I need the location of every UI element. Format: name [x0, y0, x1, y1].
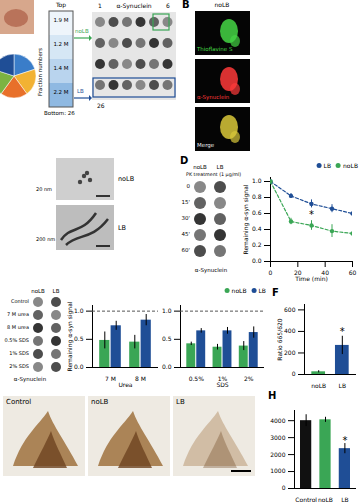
html-text:2% SDS: 2% SDS: [9, 363, 29, 369]
html-text:1.9 M: 1.9 M: [53, 17, 69, 23]
html-text:Control: Control: [10, 298, 29, 304]
html-text:1: 1: [98, 2, 102, 9]
svg-text:0.0: 0.0: [162, 363, 172, 370]
html-text:noLB: noLB: [231, 287, 247, 294]
html-text:noLB: noLB: [214, 1, 230, 8]
svg-text:4000: 4000: [270, 417, 285, 424]
svg-text:60: 60: [349, 269, 357, 276]
html-text:20 nm: 20 nm: [36, 186, 52, 192]
html-text:LB: LB: [118, 223, 127, 232]
svg-text:Urea: Urea: [118, 381, 132, 388]
html-text:LB: LB: [258, 287, 266, 294]
html-text:H: H: [268, 390, 277, 401]
svg-text:Remaining α-syn signal: Remaining α-syn signal: [242, 184, 250, 254]
svg-text:8 M: 8 M: [135, 375, 146, 382]
html-text:LB: LB: [216, 164, 224, 170]
html-text:α-Synuclein: α-Synuclein: [13, 376, 47, 382]
svg-text:0.2: 0.2: [252, 241, 262, 248]
html-text:0.5% SDS: 0.5% SDS: [4, 337, 29, 343]
html-text:α-Synuclein: α-Synuclein: [116, 2, 152, 9]
svg-text:LB: LB: [341, 496, 348, 503]
html-text:noLB: noLB: [118, 175, 135, 183]
html-text:26: 26: [97, 102, 105, 109]
html-text:α-Synuclein: α-Synuclein: [194, 267, 228, 273]
html-text:Thioflavine S: Thioflavine S: [197, 46, 233, 52]
svg-text:LB: LB: [339, 382, 346, 389]
svg-text:Control: Control: [295, 496, 317, 503]
svg-text:20: 20: [294, 268, 302, 276]
svg-text:3000: 3000: [270, 434, 285, 441]
html-text:noLB: noLB: [75, 28, 89, 34]
svg-text:2000: 2000: [270, 451, 285, 458]
svg-text:*: *: [340, 326, 345, 337]
svg-text:1.0: 1.0: [252, 177, 262, 184]
html-text:LB: LB: [176, 398, 185, 406]
svg-text:1.0: 1.0: [162, 307, 172, 314]
html-text:B: B: [182, 0, 190, 10]
svg-text:40: 40: [321, 268, 329, 276]
svg-text:0.5%: 0.5%: [189, 375, 205, 382]
svg-text:0.0: 0.0: [252, 257, 262, 264]
html-text:0: 0: [186, 183, 190, 189]
svg-text:1000: 1000: [270, 467, 285, 474]
svg-text:0.5: 0.5: [162, 335, 172, 342]
html-text:noLB: noLB: [193, 164, 207, 170]
svg-text:0.5: 0.5: [74, 335, 84, 342]
svg-text:SDS: SDS: [216, 381, 228, 388]
html-text:noLB: noLB: [343, 162, 358, 169]
html-text:6: 6: [166, 2, 170, 9]
html-text:noLB: noLB: [91, 398, 109, 406]
html-text:Control: Control: [6, 398, 32, 406]
svg-text:Ratio 665/620: Ratio 665/620: [276, 318, 283, 360]
html-text:15': 15': [181, 199, 190, 205]
html-text:LB: LB: [77, 88, 84, 94]
html-text:30': 30': [181, 215, 190, 221]
svg-text:0.4: 0.4: [252, 225, 262, 232]
html-text:D: D: [180, 155, 189, 166]
html-text:Top: Top: [55, 1, 67, 8]
html-text:LB: LB: [323, 162, 332, 169]
svg-text:noLB: noLB: [318, 496, 333, 503]
html-text:PK treatment (1 μg/ml): PK treatment (1 μg/ml): [186, 172, 242, 177]
svg-text:Remaining α-syn signal: Remaining α-syn signal: [66, 301, 74, 371]
svg-text:*: *: [309, 209, 314, 220]
svg-text:600: 600: [284, 306, 296, 313]
html-text:noLB: noLB: [31, 288, 45, 294]
svg-text:0: 0: [282, 484, 286, 491]
html-text:60': 60': [181, 247, 190, 253]
svg-text:0: 0: [269, 269, 273, 276]
svg-text:400: 400: [284, 327, 296, 334]
html-text:2.2 M: 2.2 M: [53, 89, 69, 95]
html-text:200 nm: 200 nm: [36, 236, 56, 242]
html-text:Bottom: 26: Bottom: 26: [44, 110, 75, 116]
html-text:45': 45': [181, 231, 190, 237]
html-text:Fraction numbers: Fraction numbers: [37, 48, 43, 96]
html-text:F: F: [272, 287, 279, 298]
html-text:1% SDS: 1% SDS: [9, 350, 29, 356]
html-text:8 M urea: 8 M urea: [7, 324, 29, 330]
html-text:1.4 M: 1.4 M: [53, 65, 69, 71]
svg-text:noLB: noLB: [311, 382, 326, 389]
html-text:LB: LB: [52, 288, 60, 294]
svg-text:200: 200: [284, 349, 296, 356]
svg-text:*: *: [342, 435, 347, 446]
svg-text:0.8: 0.8: [252, 193, 262, 200]
svg-text:Time (min): Time (min): [294, 275, 328, 282]
svg-text:0.0: 0.0: [74, 363, 84, 370]
svg-text:1%: 1%: [217, 374, 228, 382]
svg-text:0: 0: [292, 370, 296, 377]
html-text:1.2 M: 1.2 M: [53, 41, 69, 47]
svg-text:1.0: 1.0: [74, 307, 84, 314]
html-text:α-Synuclein: α-Synuclein: [197, 94, 230, 100]
html-text:Merge: Merge: [197, 142, 215, 148]
svg-text:7 M: 7 M: [105, 375, 116, 382]
html-text:7 M urea: 7 M urea: [7, 311, 29, 317]
svg-text:2%: 2%: [244, 375, 254, 382]
svg-text:0.6: 0.6: [252, 209, 262, 216]
